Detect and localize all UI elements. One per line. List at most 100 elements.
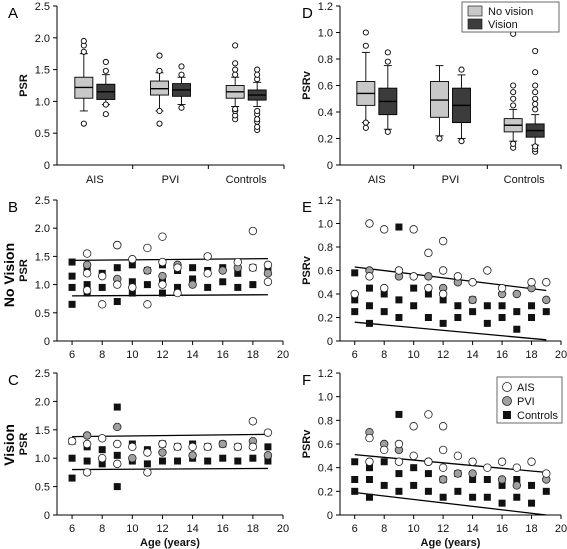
data-point (113, 451, 121, 459)
data-point (483, 266, 492, 275)
outlier-point (532, 143, 539, 150)
box-ais-no-vision (356, 29, 376, 131)
data-point (453, 451, 463, 461)
data-point (143, 281, 151, 289)
data-point (97, 300, 107, 309)
data-point (380, 283, 389, 293)
y-tick-label: 2.5 (35, 195, 50, 207)
x-tick-label: 6 (69, 523, 75, 535)
data-point (188, 451, 197, 460)
series-ais (365, 410, 551, 478)
x-tick-label: 14 (466, 349, 478, 361)
outlier-point (102, 101, 109, 108)
data-point (173, 263, 182, 272)
data-point (263, 269, 273, 278)
outlier-point (362, 42, 369, 49)
data-point (542, 487, 550, 495)
data-point (189, 275, 197, 283)
data-point (498, 481, 506, 489)
outlier-point (102, 58, 109, 66)
data-point (424, 283, 433, 293)
data-point (82, 431, 92, 440)
data-point (512, 481, 521, 490)
data-point (68, 283, 76, 291)
data-point (410, 302, 418, 310)
limit-line (354, 266, 547, 292)
data-point (188, 280, 197, 289)
data-point (218, 439, 227, 449)
outlier-point (254, 71, 261, 78)
legend-top: No vision Vision (461, 1, 560, 33)
data-point (409, 451, 418, 461)
outlier-point (254, 123, 261, 130)
legend-label-ais: AIS (517, 382, 535, 394)
data-point (483, 476, 491, 483)
data-point (143, 468, 152, 477)
x-tick-label: 16 (217, 523, 229, 535)
y-tick-label: 1.0 (318, 219, 333, 231)
data-point (188, 442, 197, 452)
outlier-point (254, 107, 261, 114)
data-point (248, 263, 258, 272)
outlier-point (510, 89, 517, 96)
x-tick-label: 10 (408, 523, 420, 535)
data-point (158, 280, 167, 289)
y-axis-label: PSR (18, 433, 30, 456)
x-tick-label: 10 (408, 349, 420, 361)
series-controls (351, 223, 550, 333)
x-tick-label: 6 (352, 349, 358, 361)
outlier-point (532, 69, 539, 76)
data-point (98, 283, 106, 291)
x-tick-label: 20 (277, 349, 289, 361)
limit-line (72, 467, 268, 471)
data-point (249, 454, 257, 462)
data-point (263, 451, 273, 460)
outlier-point (532, 101, 539, 108)
data-point (365, 493, 373, 501)
data-point (409, 272, 418, 281)
outlier-point (362, 124, 369, 131)
data-point (380, 481, 388, 489)
data-point (424, 457, 433, 466)
y-tick-label: 1.0 (318, 28, 333, 40)
data-point (469, 476, 477, 483)
data-point (113, 459, 122, 469)
y-tick-label: 0.2 (318, 313, 333, 325)
data-point (380, 458, 388, 466)
data-point (542, 295, 551, 305)
y-axis-label: PSRv (301, 255, 313, 285)
data-point (438, 463, 448, 472)
data-point (512, 289, 521, 299)
data-point (264, 443, 272, 451)
data-point (189, 264, 197, 272)
data-point (158, 232, 167, 241)
data-point (468, 457, 477, 466)
data-point (350, 289, 359, 299)
data-point (513, 308, 521, 316)
data-point (410, 284, 418, 292)
data-point (97, 271, 107, 281)
data-point (128, 442, 137, 452)
data-point (424, 487, 432, 495)
data-point (158, 257, 167, 267)
outlier-point (232, 42, 239, 49)
y-axis-label: PSR (18, 74, 30, 97)
x-tick-label: 12 (156, 523, 168, 535)
data-point (483, 302, 491, 310)
data-point (204, 457, 212, 465)
data-point (264, 457, 272, 465)
data-point (365, 319, 373, 327)
data-point (173, 442, 182, 452)
outlier-point (532, 89, 539, 96)
x-tick-label: 14 (466, 523, 478, 535)
data-point (380, 225, 389, 234)
panel-letter: C (8, 372, 19, 389)
y-tick-label: 1.0 (318, 392, 333, 404)
panel-f: F 0 0.2 0.4 0.6 0.8 1.0 1.2 PSRv 6 8 10 12 14 16 18 20 Ag… (301, 368, 567, 549)
box-ais-no-vision (74, 37, 94, 127)
x-axis-label: Age (years) (140, 537, 200, 549)
outlier-point (458, 138, 465, 145)
outlier-point (232, 60, 239, 67)
x-tick-label: 6 (69, 349, 75, 361)
data-point (128, 255, 137, 264)
